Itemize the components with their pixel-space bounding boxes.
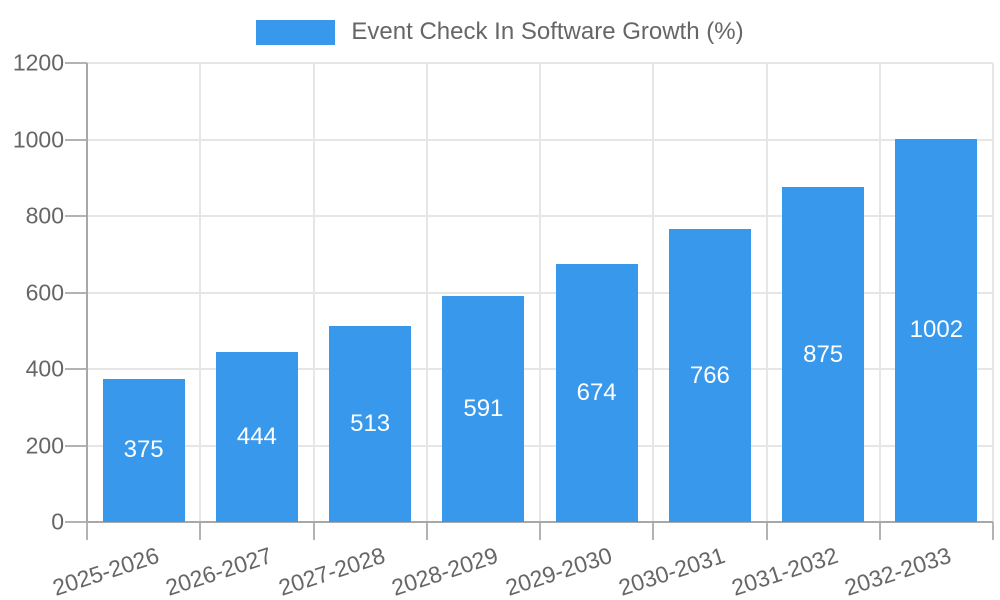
bar[interactable] — [329, 325, 412, 522]
x-tick-label: 2031-2032 — [728, 542, 842, 600]
bar[interactable] — [215, 352, 298, 522]
bar-value-label: 591 — [463, 394, 504, 422]
y-axis-line — [86, 63, 88, 522]
y-tick-label: 1000 — [12, 126, 64, 152]
x-axis-tick — [86, 522, 88, 540]
bar-value-label: 674 — [576, 379, 617, 407]
y-axis-tick — [65, 291, 87, 294]
y-tick-label: 0 — [51, 508, 64, 535]
y-tick-label: 1200 — [12, 49, 64, 76]
x-axis-tick — [765, 522, 768, 540]
bar[interactable] — [555, 264, 638, 522]
x-axis-line — [87, 521, 993, 523]
x-grid-line — [878, 63, 881, 522]
y-tick-label: 200 — [25, 432, 64, 458]
y-axis-tick — [65, 444, 87, 447]
x-tick-label: 2028-2029 — [388, 542, 502, 600]
x-tick-label: 2026-2027 — [162, 542, 275, 600]
x-grid-line — [765, 63, 768, 522]
y-axis-tick — [65, 368, 87, 370]
x-grid-line — [425, 63, 428, 522]
bar-value-label: 444 — [236, 423, 277, 451]
x-tick-label: 2030-2031 — [615, 542, 728, 600]
bar-value-label: 875 — [803, 340, 844, 368]
legend-label: Event Check In Software Growth (%) — [351, 18, 744, 45]
x-grid-line — [992, 63, 994, 522]
bar-value-label: 766 — [689, 361, 730, 389]
legend-swatch — [256, 19, 336, 45]
bar[interactable] — [895, 138, 978, 522]
x-grid-line — [199, 63, 202, 522]
y-tick-label: 600 — [25, 279, 64, 305]
bar-value-label: 375 — [123, 436, 164, 464]
x-axis-tick — [425, 522, 428, 540]
y-axis-tick — [65, 521, 87, 523]
x-axis-tick — [878, 522, 881, 540]
y-axis-tick — [65, 215, 87, 217]
bar-value-label: 513 — [350, 409, 391, 437]
x-axis-tick — [992, 522, 994, 540]
x-axis-tick — [312, 522, 315, 540]
bar-value-label: 1002 — [909, 316, 964, 344]
y-axis-tick — [65, 62, 87, 64]
y-axis-tick — [65, 138, 87, 141]
x-tick-label: 2027-2028 — [275, 542, 389, 600]
bar[interactable] — [782, 187, 865, 522]
legend-item[interactable]: Event Check In Software Growth (%) — [0, 18, 1000, 46]
x-grid-line — [312, 63, 315, 522]
x-axis-tick — [539, 522, 541, 540]
x-tick-label: 2032-2033 — [841, 542, 955, 600]
y-tick-label: 800 — [25, 202, 64, 229]
bar[interactable] — [668, 229, 751, 522]
x-tick-label: 2029-2030 — [502, 542, 615, 600]
x-axis-tick — [652, 522, 655, 540]
x-tick-label: 2025-2026 — [49, 542, 162, 600]
y-tick-label: 400 — [25, 355, 64, 382]
bar[interactable] — [442, 295, 525, 522]
x-grid-line — [652, 63, 655, 522]
bar[interactable] — [102, 378, 185, 522]
x-axis-tick — [199, 522, 202, 540]
x-grid-line — [539, 63, 541, 522]
